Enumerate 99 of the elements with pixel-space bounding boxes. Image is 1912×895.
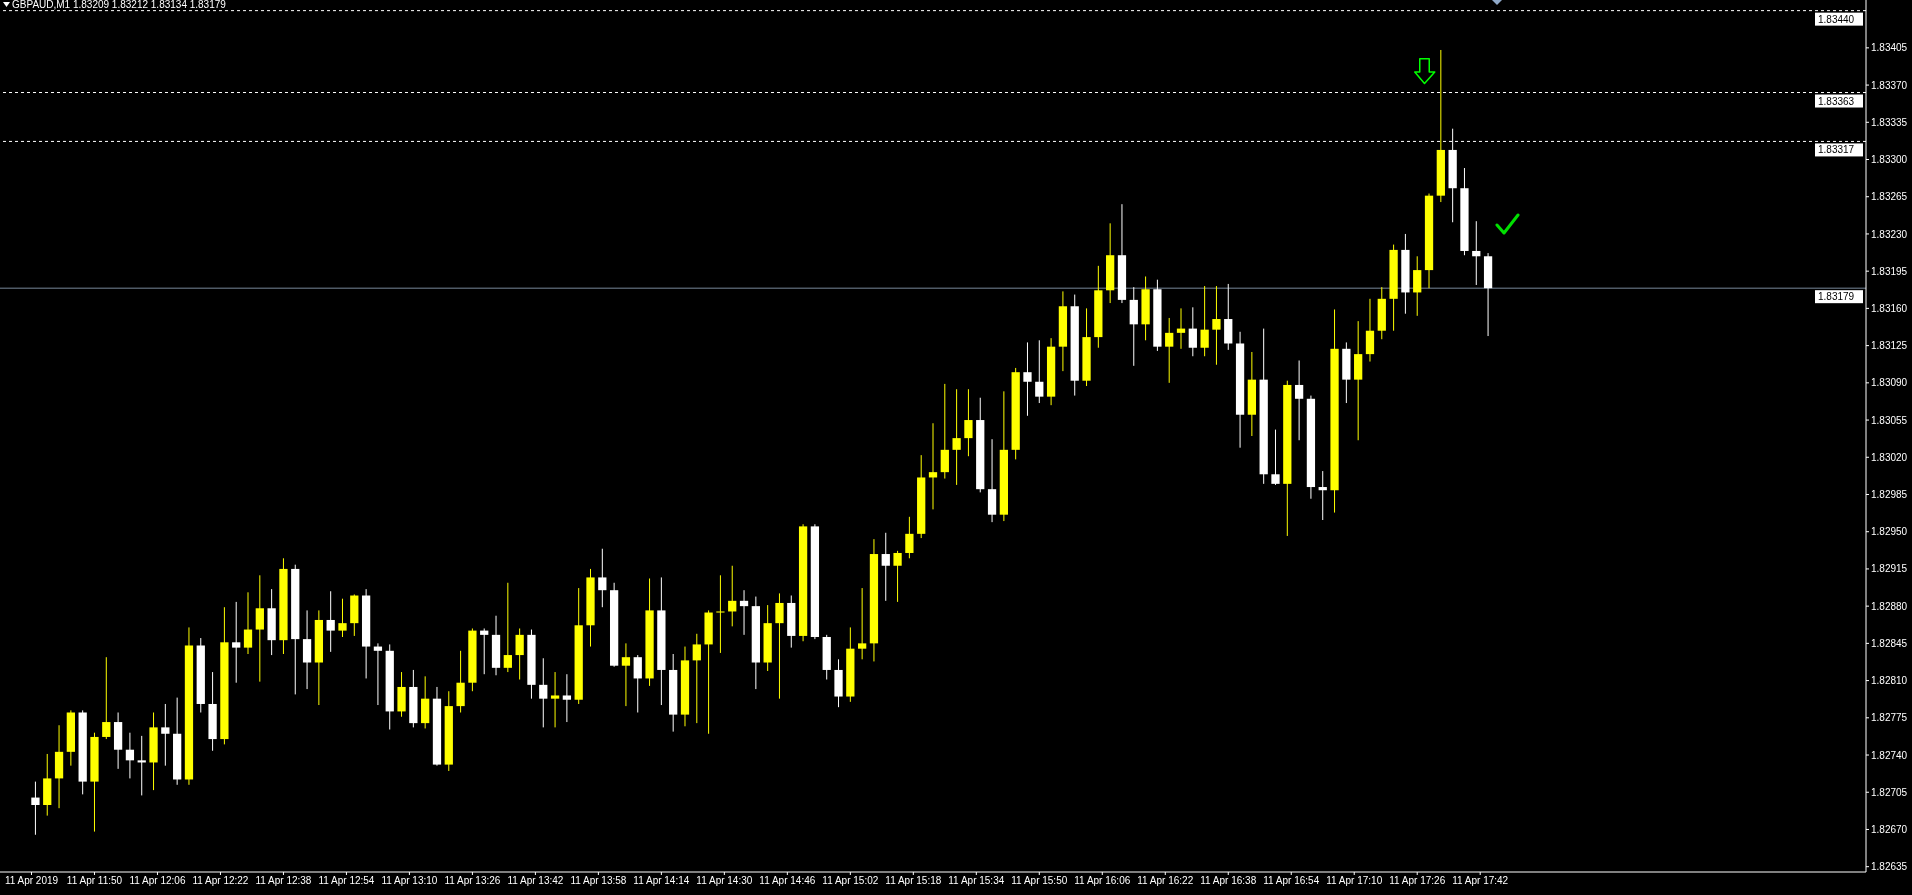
candlestick (621, 642, 631, 707)
ref-line-label: 1.83363 (1818, 95, 1855, 107)
candlestick (952, 388, 961, 486)
y-tick-label: 1.83230 (1871, 228, 1908, 240)
candlestick (692, 633, 701, 724)
candlestick (1023, 341, 1032, 417)
candlestick (302, 609, 312, 690)
y-tick-label: 1.82845 (1871, 637, 1908, 649)
candlestick (338, 598, 347, 638)
y-tick-label: 1.83265 (1871, 191, 1908, 203)
candlestick (373, 642, 383, 706)
y-tick-label: 1.83300 (1871, 154, 1908, 166)
candlestick (125, 732, 135, 779)
candlestick (539, 657, 548, 728)
x-tick-label: 11 Apr 15:02 (822, 875, 879, 887)
x-tick-label: 11 Apr 13:10 (381, 875, 438, 887)
candlestick (964, 388, 973, 457)
candlestick (1188, 306, 1197, 357)
y-tick-label: 1.83160 (1871, 302, 1908, 314)
x-tick-label: 11 Apr 17:42 (1452, 875, 1509, 887)
x-tick-label: 11 Apr 15:50 (1011, 875, 1068, 887)
candlestick (716, 574, 725, 654)
x-tick-label: 11 Apr 14:46 (759, 875, 816, 887)
y-tick-label: 1.82810 (1871, 675, 1908, 687)
candlestick (739, 589, 749, 636)
y-tick-label: 1.83405 (1871, 42, 1908, 54)
ref-line-label: 1.83179 (1818, 291, 1855, 303)
x-tick-label: 11 Apr 13:42 (507, 875, 564, 887)
candlestick (326, 590, 335, 653)
candlestick (1200, 285, 1209, 357)
candlestick (940, 383, 949, 480)
ref-line-label: 1.83317 (1818, 144, 1855, 156)
candlestick (255, 574, 264, 683)
x-tick-label: 11 Apr 16:38 (1200, 875, 1257, 887)
candlestick (1294, 360, 1304, 441)
candlestick (1035, 339, 1044, 404)
candlestick (31, 781, 40, 836)
x-tick-label: 11 Apr 16:22 (1137, 875, 1194, 887)
y-tick-label: 1.82670 (1871, 824, 1908, 836)
y-tick-label: 1.83370 (1871, 79, 1908, 91)
candlestick (598, 548, 607, 608)
candlestick (562, 673, 572, 723)
x-tick-label: 11 Apr 16:06 (1074, 875, 1131, 887)
x-tick-label: 11 Apr 11:50 (66, 875, 123, 887)
candlestick (858, 587, 867, 660)
ref-line-label: 1.83440 (1818, 13, 1855, 25)
y-tick-label: 1.82740 (1871, 749, 1908, 761)
candlestick (456, 650, 465, 713)
x-tick-label: 11 Apr 17:10 (1326, 875, 1383, 887)
candlestick (503, 582, 512, 673)
candlestick (161, 703, 170, 767)
y-tick-label: 1.83125 (1871, 340, 1908, 352)
y-tick-label: 1.82915 (1871, 563, 1908, 575)
y-tick-label: 1.82775 (1871, 712, 1908, 724)
y-tick-label: 1.83055 (1871, 414, 1908, 426)
y-tick-label: 1.83195 (1871, 265, 1908, 277)
candlestick (1271, 429, 1280, 486)
candlestick (1212, 285, 1221, 366)
x-tick-label: 11 Apr 12:06 (129, 875, 186, 887)
x-tick-label: 11 Apr 16:54 (1263, 875, 1320, 887)
x-tick-label: 11 Apr 12:38 (255, 875, 312, 887)
candlestick (928, 422, 938, 510)
candlestick (775, 592, 784, 700)
x-tick-label: 11 Apr 2019 (4, 875, 59, 887)
candlestick (243, 591, 253, 655)
candlestick (550, 671, 560, 728)
y-tick-label: 1.82985 (1871, 489, 1908, 501)
chart-title: GBPAUD,M1 1.83209 1.83212 1.83134 1.83179 (12, 0, 226, 10)
x-tick-label: 11 Apr 17:26 (1389, 875, 1446, 887)
candlestick (728, 565, 737, 627)
candlestick (1176, 307, 1186, 350)
y-tick-label: 1.82950 (1871, 526, 1908, 538)
x-tick-label: 11 Apr 14:14 (633, 875, 690, 887)
candlestick (1365, 298, 1375, 363)
x-tick-label: 11 Apr 15:34 (948, 875, 1005, 887)
y-tick-label: 1.82635 (1871, 861, 1908, 873)
candlestick (905, 516, 914, 559)
candlestick (102, 656, 111, 740)
candlestick (1413, 255, 1422, 317)
y-tick-label: 1.83090 (1871, 377, 1908, 389)
x-tick-label: 11 Apr 14:30 (696, 875, 753, 887)
y-tick-label: 1.82880 (1871, 600, 1908, 612)
candlestick (633, 654, 642, 713)
candlestick (1318, 470, 1327, 521)
candlestick (480, 627, 489, 675)
y-tick-label: 1.83335 (1871, 116, 1908, 128)
candlestick (1165, 317, 1174, 384)
x-tick-label: 11 Apr 13:58 (570, 875, 627, 887)
x-tick-label: 11 Apr 15:18 (885, 875, 942, 887)
y-tick-label: 1.82705 (1871, 786, 1908, 798)
candlestick (1472, 220, 1481, 286)
candlestick (232, 601, 241, 684)
x-tick-label: 11 Apr 12:22 (192, 875, 249, 887)
x-tick-label: 11 Apr 13:26 (444, 875, 501, 887)
candlestick (515, 627, 524, 681)
candlestick (881, 532, 890, 602)
y-tick-label: 1.83020 (1871, 451, 1908, 463)
x-tick-label: 11 Apr 12:54 (318, 875, 375, 887)
candlestick (893, 550, 902, 603)
